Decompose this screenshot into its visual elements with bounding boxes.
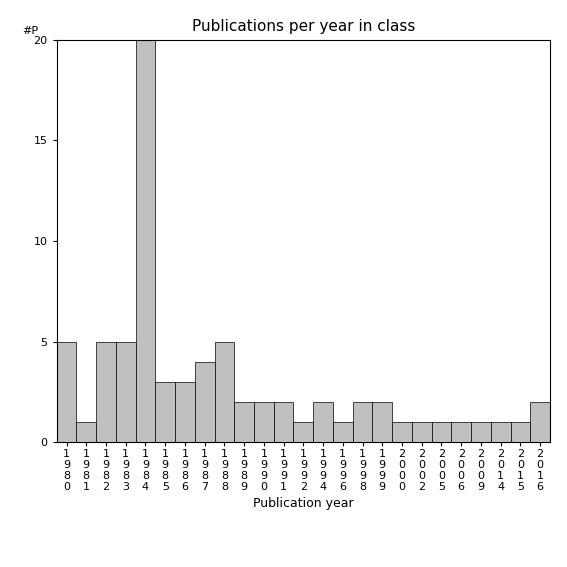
- Bar: [274, 402, 294, 442]
- Bar: [175, 382, 195, 442]
- Bar: [491, 422, 510, 442]
- Bar: [392, 422, 412, 442]
- Bar: [77, 422, 96, 442]
- Bar: [333, 422, 353, 442]
- Bar: [195, 362, 214, 442]
- Bar: [116, 341, 136, 442]
- X-axis label: Publication year: Publication year: [253, 497, 354, 510]
- Bar: [294, 422, 313, 442]
- Title: Publications per year in class: Publications per year in class: [192, 19, 415, 35]
- Bar: [313, 402, 333, 442]
- Bar: [214, 341, 234, 442]
- Bar: [254, 402, 274, 442]
- Bar: [471, 422, 491, 442]
- Bar: [96, 341, 116, 442]
- Text: #P: #P: [22, 26, 39, 36]
- Bar: [234, 402, 254, 442]
- Bar: [353, 402, 373, 442]
- Bar: [373, 402, 392, 442]
- Bar: [155, 382, 175, 442]
- Bar: [431, 422, 451, 442]
- Bar: [412, 422, 431, 442]
- Bar: [530, 402, 550, 442]
- Bar: [57, 341, 77, 442]
- Bar: [451, 422, 471, 442]
- Bar: [510, 422, 530, 442]
- Bar: [136, 40, 155, 442]
